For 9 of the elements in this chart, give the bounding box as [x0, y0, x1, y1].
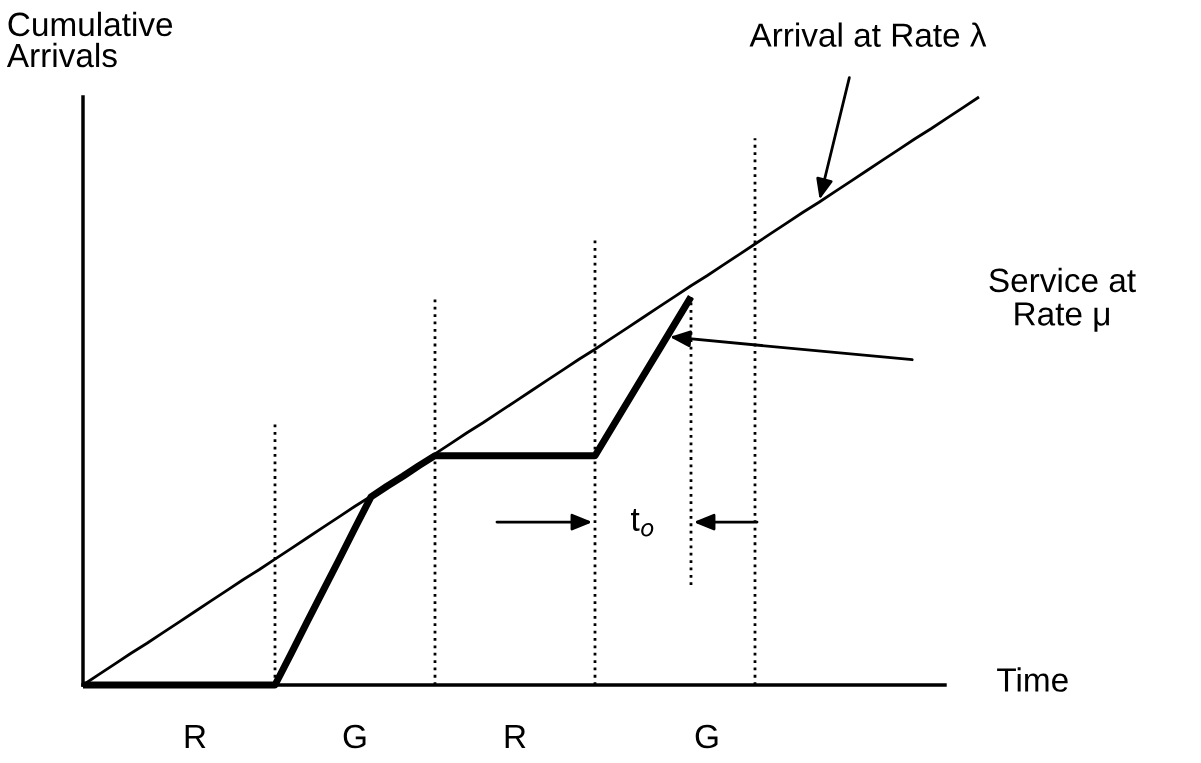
annotation: t$_{o}$	[631, 509, 654, 537]
y-axis-title: Cumulative Arrivals	[6, 11, 173, 68]
x-tick-label: R	[505, 725, 526, 749]
text: Service at Rate μ	[989, 267, 1136, 332]
text: Arrival at Rate λ	[749, 22, 987, 47]
x-tick-label: G	[695, 724, 718, 749]
x-tick-label: G	[343, 724, 366, 749]
x-tick-label: R	[185, 725, 206, 749]
x-axis-title: Time	[997, 667, 1068, 692]
